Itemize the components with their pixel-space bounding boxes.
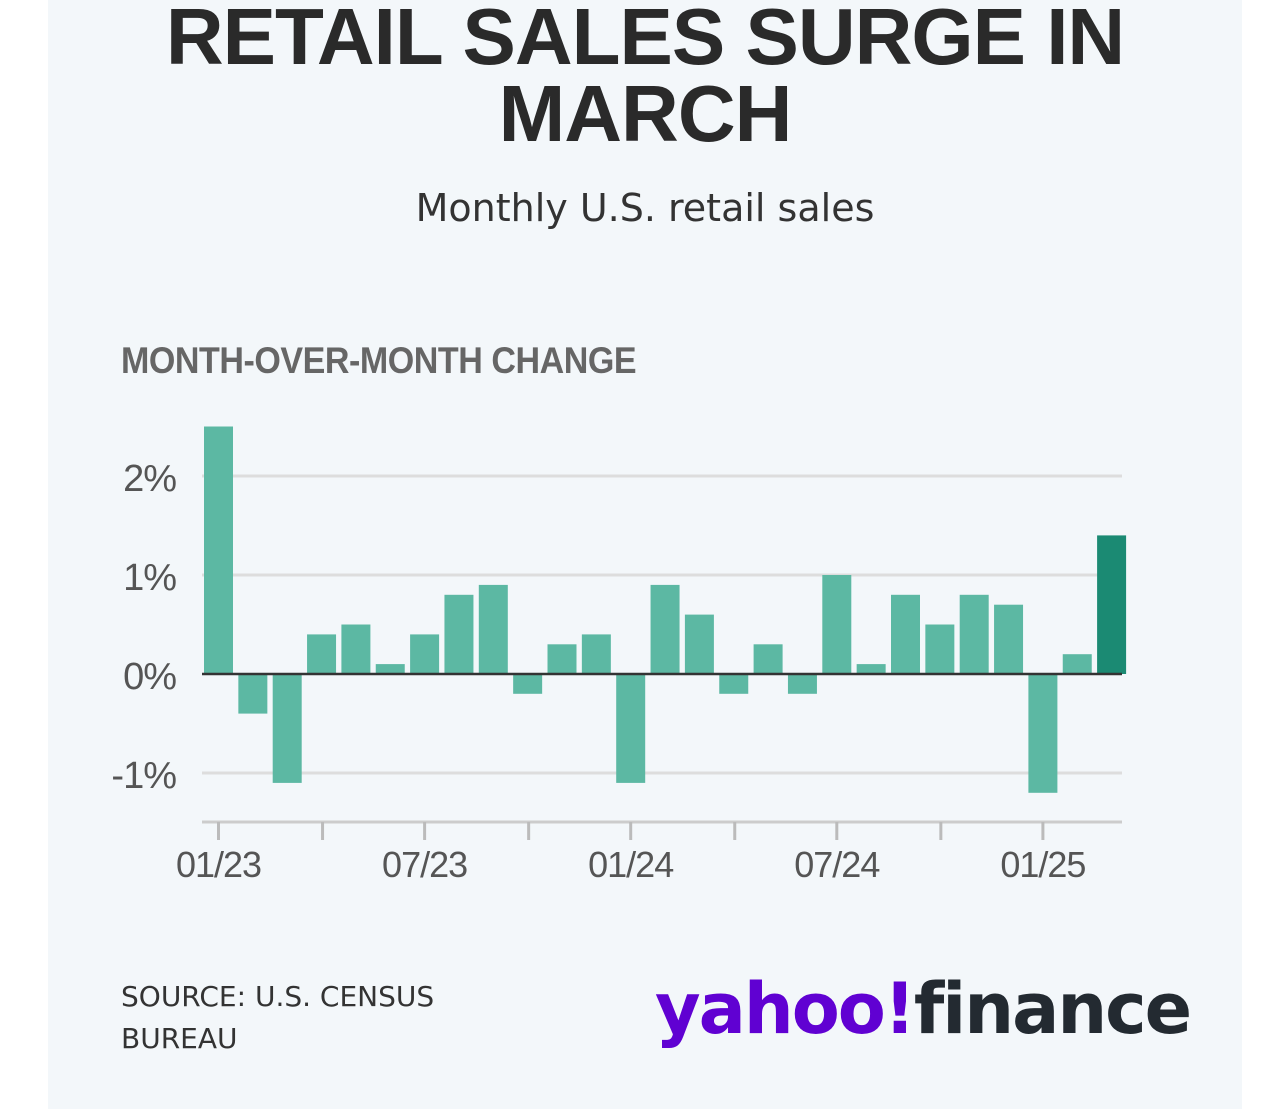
logo-yahoo-text: yahoo! — [655, 968, 916, 1050]
bars — [204, 426, 1127, 793]
bar — [478, 584, 508, 674]
chart-card — [48, 0, 1242, 1109]
bar — [272, 674, 302, 783]
bar — [238, 674, 268, 714]
yahoo-finance-logo: yahoo!finance — [655, 968, 1192, 1050]
logo-finance-text: finance — [913, 968, 1192, 1050]
chart-section-label: MONTH-OVER-MONTH CHANGE — [121, 340, 637, 381]
y-tick-label: 2% — [123, 458, 176, 500]
page-title: RETAIL SALES SURGE IN MARCH — [165, 0, 1125, 158]
bar — [959, 594, 989, 674]
page-subtitle: Monthly U.S. retail sales — [415, 186, 875, 230]
x-axis-ticks: 01/23 07/23 01/24 07/24 01/25 — [176, 822, 1086, 885]
axes — [202, 672, 1122, 824]
bar — [307, 634, 337, 674]
gridlines — [202, 474, 1122, 775]
bar — [444, 594, 474, 674]
bar — [719, 674, 749, 694]
x-tick-label: 01/25 — [1000, 844, 1085, 885]
y-axis-ticks: 2% 1% 0% -1% — [111, 458, 177, 797]
bar — [1028, 674, 1058, 793]
bar — [1062, 654, 1092, 674]
bar — [753, 644, 783, 674]
x-tick-label: 07/24 — [794, 844, 879, 885]
bar — [891, 594, 920, 674]
bar — [410, 634, 440, 674]
bar — [684, 614, 714, 674]
y-tick-label: 1% — [123, 557, 176, 599]
bar — [375, 664, 405, 674]
y-tick-label: -1% — [111, 755, 176, 797]
y-tick-label: 0% — [123, 656, 176, 698]
bar — [650, 584, 680, 674]
source-note: SOURCE: U.S. CENSUS BUREAU — [121, 980, 435, 1055]
bar — [787, 674, 817, 694]
x-tick-label: 01/23 — [176, 844, 261, 885]
bar — [616, 674, 646, 783]
bar — [925, 624, 955, 674]
bar — [856, 664, 886, 674]
bar — [204, 426, 233, 674]
bar — [513, 674, 543, 694]
bar — [581, 634, 611, 674]
bar-highlight — [1097, 535, 1127, 674]
bar — [341, 624, 371, 674]
x-tick-label: 07/23 — [382, 844, 467, 885]
bar — [547, 644, 577, 674]
x-tick-label: 01/24 — [588, 844, 673, 885]
bar — [994, 604, 1024, 674]
bar — [822, 575, 852, 674]
